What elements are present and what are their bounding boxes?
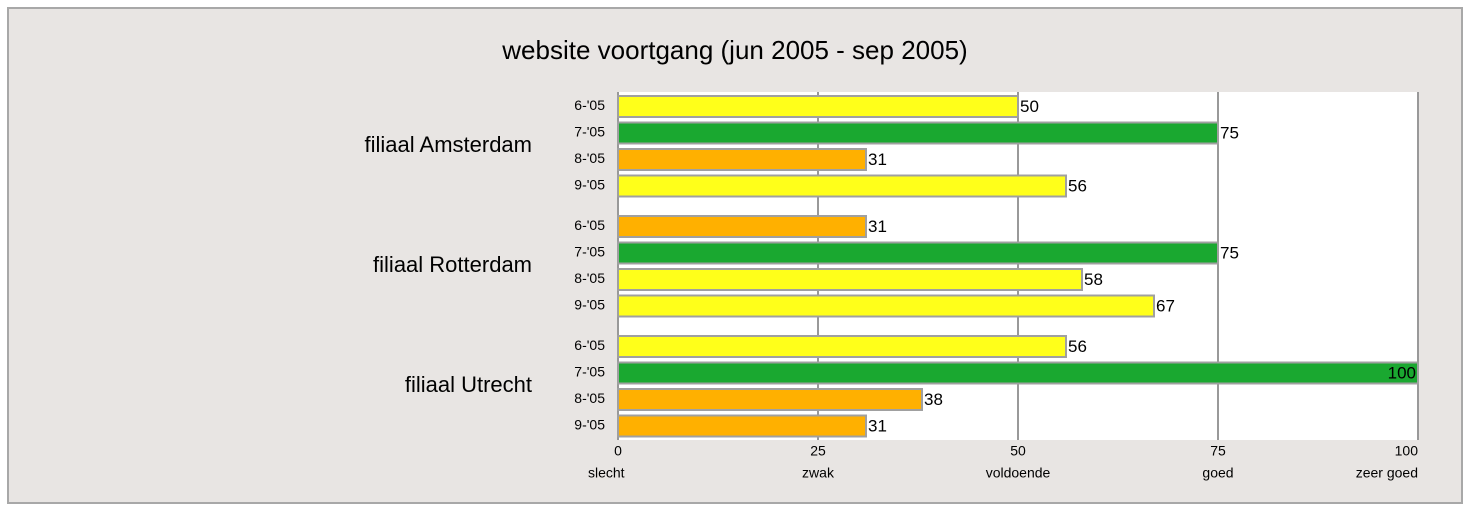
value-label: 56: [1068, 337, 1087, 356]
group-label: filiaal Utrecht: [405, 372, 532, 397]
category-label: 8-'05: [574, 270, 605, 286]
category-label: 6-'05: [574, 97, 605, 113]
category-label: 6-'05: [574, 217, 605, 233]
value-label: 58: [1084, 270, 1103, 289]
chart-title: website voortgang (jun 2005 - sep 2005): [501, 35, 967, 65]
bar: [617, 121, 1219, 145]
bar: [617, 148, 867, 171]
category-label: 9-'05: [574, 417, 605, 433]
x-tick-label: 75: [1210, 443, 1226, 459]
category-label: 7-'05: [574, 244, 605, 260]
x-tick-sublabel: zwak: [802, 465, 835, 481]
value-label: 56: [1068, 176, 1087, 195]
category-label: 9-'05: [574, 177, 605, 193]
x-tick-sublabel: zeer goed: [1356, 465, 1418, 481]
value-label: 38: [924, 390, 943, 409]
bar: [617, 268, 1083, 291]
x-tick-label: 0: [614, 443, 622, 459]
x-tick-label: 50: [1010, 443, 1026, 459]
bar: [617, 95, 1019, 118]
bar: [617, 241, 1219, 265]
x-tick-sublabel: voldoende: [986, 465, 1051, 481]
bar: [617, 388, 923, 411]
category-label: 7-'05: [574, 364, 605, 380]
category-label: 7-'05: [574, 124, 605, 140]
x-tick-label: 25: [810, 443, 826, 459]
bar: [617, 361, 1419, 385]
value-label: 100: [1388, 363, 1416, 382]
value-label: 31: [868, 150, 887, 169]
value-label: 75: [1220, 243, 1239, 262]
value-label: 31: [868, 217, 887, 236]
bar: [617, 174, 1067, 198]
value-label: 67: [1156, 296, 1175, 315]
value-label: 50: [1020, 97, 1039, 116]
bar: [617, 215, 867, 238]
x-tick-sublabel: goed: [1202, 465, 1233, 481]
category-label: 8-'05: [574, 150, 605, 166]
group-label: filiaal Amsterdam: [364, 132, 532, 157]
bar: [617, 294, 1155, 318]
category-label: 8-'05: [574, 390, 605, 406]
x-tick-label: 100: [1395, 443, 1419, 459]
x-tick-sublabel: slecht: [588, 465, 625, 481]
bar: [617, 414, 867, 438]
group-label: filiaal Rotterdam: [373, 252, 532, 277]
category-label: 9-'05: [574, 297, 605, 313]
bar: [617, 335, 1067, 358]
value-label: 75: [1220, 123, 1239, 142]
value-label: 31: [868, 416, 887, 435]
category-label: 6-'05: [574, 337, 605, 353]
